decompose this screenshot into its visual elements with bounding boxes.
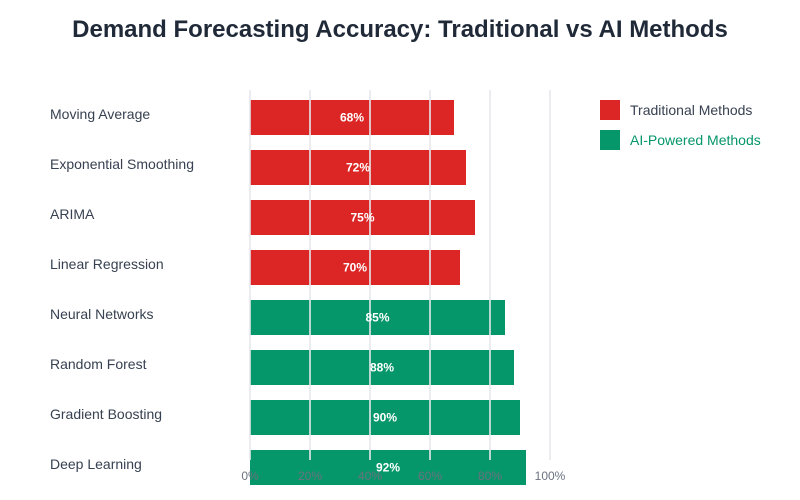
data-label: 75% bbox=[350, 211, 374, 225]
category-label: Random Forest bbox=[50, 356, 147, 372]
data-label: 90% bbox=[373, 411, 397, 425]
data-label: 88% bbox=[370, 361, 394, 375]
bar bbox=[250, 350, 514, 385]
bar bbox=[250, 100, 454, 135]
x-tick-label: 100% bbox=[535, 469, 566, 483]
category-label: Moving Average bbox=[50, 106, 150, 122]
x-tick-label: 20% bbox=[298, 469, 322, 483]
data-label: 92% bbox=[376, 461, 400, 475]
data-label: 68% bbox=[340, 111, 364, 125]
category-label: ARIMA bbox=[50, 206, 95, 222]
category-label: Neural Networks bbox=[50, 306, 153, 322]
category-label: Linear Regression bbox=[50, 256, 164, 272]
bar bbox=[250, 300, 505, 335]
data-label: 70% bbox=[343, 261, 367, 275]
x-tick-label: 60% bbox=[418, 469, 442, 483]
category-label: Exponential Smoothing bbox=[50, 156, 194, 172]
category-label: Deep Learning bbox=[50, 456, 142, 472]
chart-title: Demand Forecasting Accuracy: Traditional… bbox=[72, 16, 728, 43]
x-tick-label: 0% bbox=[241, 469, 259, 483]
legend-label: Traditional Methods bbox=[630, 102, 752, 118]
bar bbox=[250, 450, 526, 485]
data-label: 85% bbox=[365, 311, 389, 325]
legend-swatch bbox=[600, 100, 620, 120]
category-label: Gradient Boosting bbox=[50, 406, 162, 422]
x-tick-label: 80% bbox=[478, 469, 502, 483]
data-label: 72% bbox=[346, 161, 370, 175]
bar bbox=[250, 400, 520, 435]
bar bbox=[250, 250, 460, 285]
bar bbox=[250, 200, 475, 235]
legend-label: AI-Powered Methods bbox=[630, 132, 761, 148]
legend-swatch bbox=[600, 130, 620, 150]
x-tick-label: 40% bbox=[358, 469, 382, 483]
